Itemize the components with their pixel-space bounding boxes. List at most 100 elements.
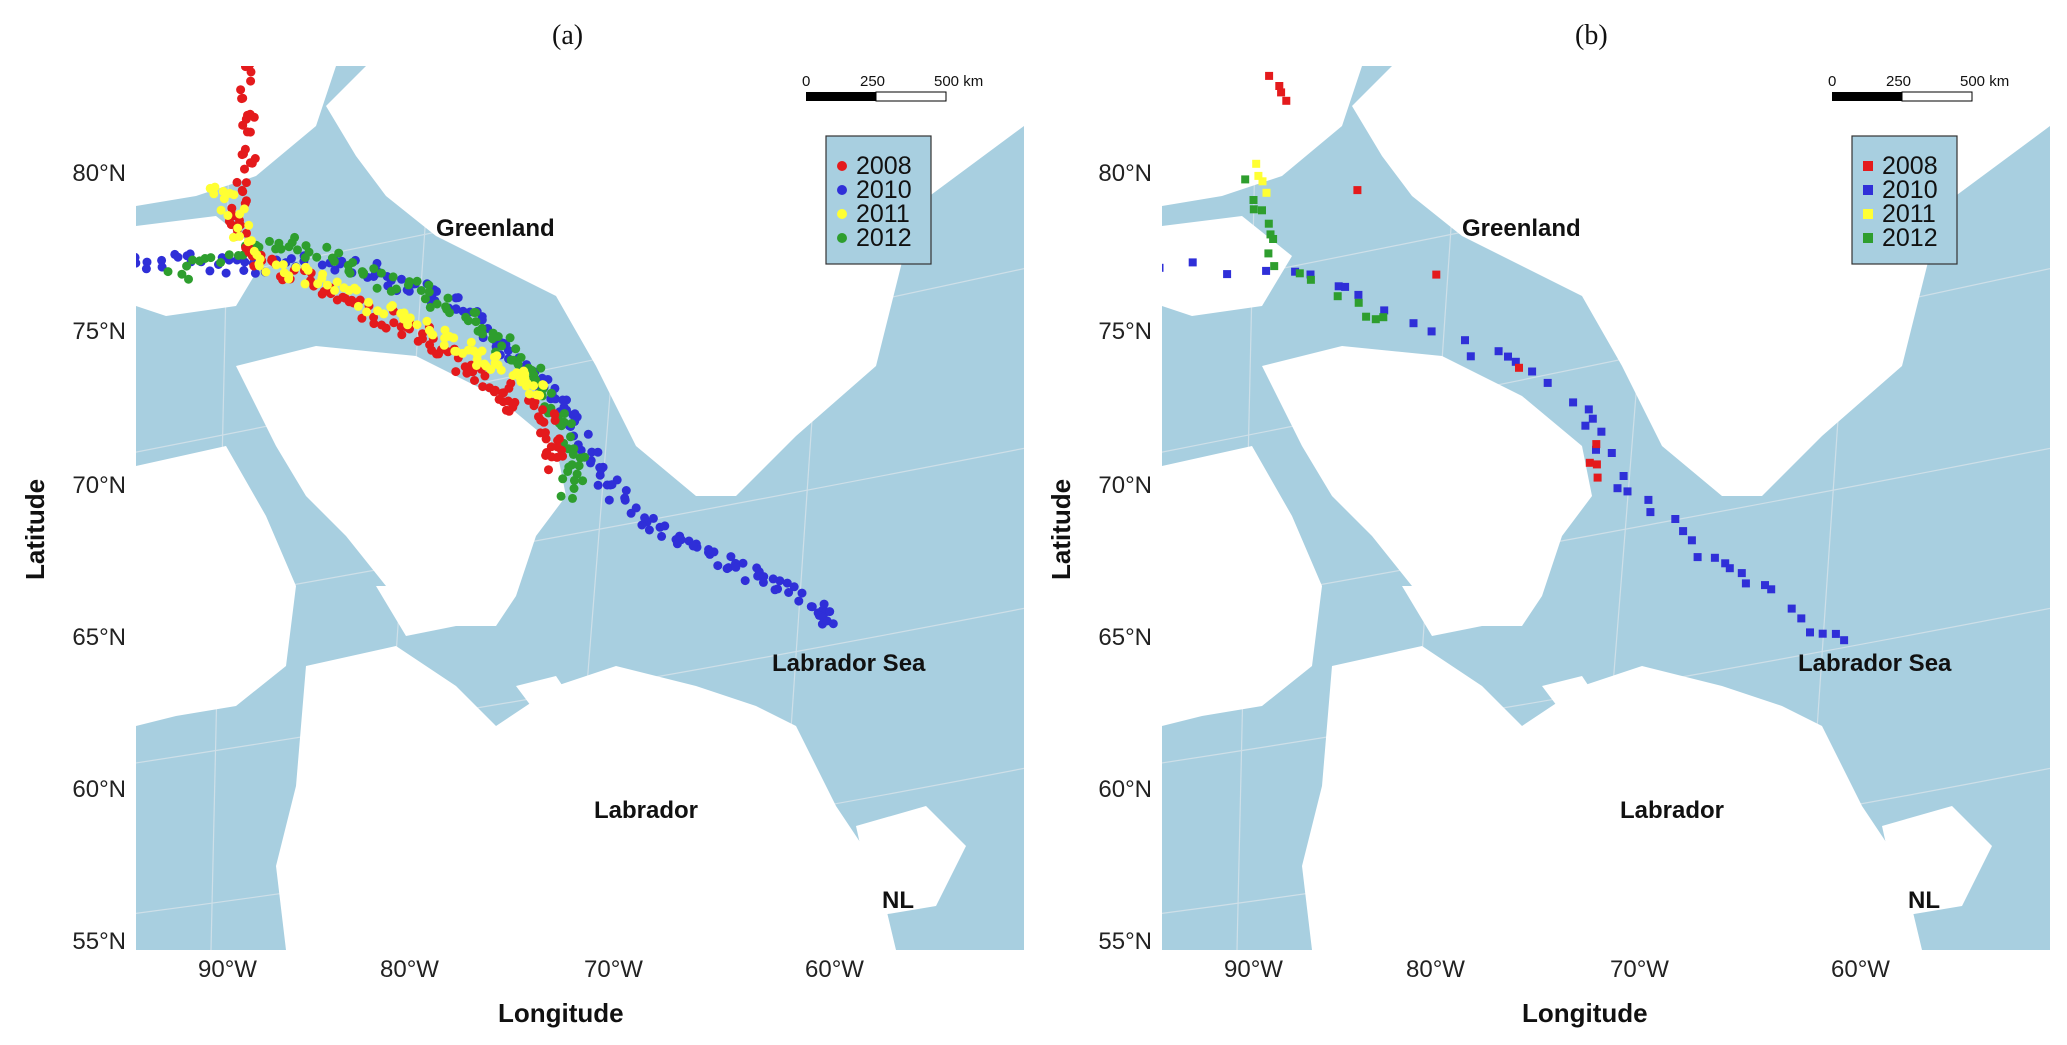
track-point-2010 [1623, 487, 1632, 496]
scale-label-0-a: 0 [802, 73, 810, 90]
track-point-2010 [558, 395, 568, 405]
track-point-2012 [1249, 205, 1258, 214]
track-point-2012 [569, 475, 579, 485]
track-point-2012 [516, 353, 526, 362]
track-point-2010 [240, 257, 250, 267]
track-point-2008 [470, 376, 479, 385]
track-point-2012 [391, 284, 401, 294]
track-point-2011 [254, 261, 264, 271]
track-point-2008 [529, 401, 539, 411]
track-point-2008 [357, 313, 367, 323]
track-point-2012 [471, 317, 481, 327]
track-point-2010 [704, 545, 714, 554]
ytick-b-75: 75°N [1098, 318, 1152, 345]
track-point-2011 [244, 220, 254, 230]
track-point-2011 [379, 309, 389, 319]
track-point-2011 [235, 231, 245, 241]
track-point-2011 [412, 320, 422, 330]
track-point-2008 [245, 127, 255, 137]
track-point-2008 [552, 442, 562, 452]
track-points-b [1162, 71, 1849, 645]
place-labrador-b: Labrador [1620, 797, 1724, 824]
ellesmere-land [1162, 66, 1362, 206]
track-point-2010 [797, 588, 807, 598]
track-point-2012 [293, 245, 302, 255]
track-point-2008 [1353, 186, 1362, 195]
track-point-2012 [1295, 269, 1304, 278]
legend-swatch-2010-b [1863, 185, 1873, 195]
track-point-2010 [1840, 636, 1849, 645]
track-point-2010 [330, 265, 340, 275]
track-point-2011 [1254, 171, 1263, 180]
track-point-2010 [1581, 421, 1590, 430]
track-point-2011 [364, 297, 373, 307]
track-point-2010 [239, 266, 249, 275]
ytick-a-70: 70°N [72, 472, 126, 499]
track-point-2012 [404, 277, 414, 287]
track-point-2010 [1613, 484, 1622, 493]
track-point-2011 [229, 190, 239, 200]
track-point-2011 [216, 205, 226, 215]
track-point-2012 [425, 302, 435, 312]
legend-swatch-2011-a [837, 209, 847, 219]
track-point-2012 [1249, 196, 1258, 204]
track-point-2010 [593, 447, 603, 457]
track-point-2012 [506, 355, 516, 365]
track-point-2010 [738, 558, 748, 568]
track-point-2012 [1333, 292, 1342, 301]
track-point-2011 [449, 333, 459, 343]
track-point-2008 [227, 203, 237, 213]
track-point-2008 [1593, 473, 1602, 482]
legend-label-2011-a: 2011 [856, 200, 910, 228]
track-point-2011 [239, 204, 249, 214]
legend-label-2010-a: 2010 [856, 176, 912, 204]
track-point-2012 [578, 476, 588, 486]
track-point-2011 [301, 262, 311, 272]
legend-b: 2008 2010 2011 2012 [1851, 135, 1958, 265]
track-point-2011 [362, 307, 372, 317]
track-point-2010 [672, 539, 682, 549]
track-point-2012 [369, 264, 379, 274]
track-point-2011 [422, 316, 432, 326]
track-point-2010 [1528, 367, 1537, 376]
place-greenland-b: Greenland [1462, 215, 1581, 242]
track-point-2010 [1797, 614, 1806, 623]
track-point-2011 [233, 223, 243, 233]
map-panel-b: Greenland Labrador Sea Labrador NL 0 250… [1162, 66, 2050, 950]
track-point-2012 [566, 419, 576, 429]
track-point-2010 [1741, 579, 1750, 588]
track-point-2008 [238, 120, 248, 130]
track-point-2010 [740, 576, 750, 586]
track-point-2011 [271, 260, 281, 270]
track-point-2008 [1515, 363, 1523, 372]
track-point-2010 [620, 495, 630, 505]
track-point-2008 [490, 385, 500, 395]
track-point-2010 [1619, 472, 1628, 480]
track-point-2008 [478, 382, 488, 392]
track-point-2011 [278, 260, 288, 270]
track-point-2010 [1721, 559, 1730, 568]
track-point-2008 [1592, 440, 1601, 449]
track-point-2010 [337, 256, 347, 266]
track-point-2012 [322, 242, 332, 252]
ytick-a-65: 65°N [72, 624, 126, 651]
track-point-2011 [332, 277, 342, 287]
track-point-2010 [221, 268, 231, 278]
legend-label-2010-b: 2010 [1882, 176, 1938, 204]
track-point-2010 [157, 255, 167, 265]
track-point-2012 [505, 333, 515, 343]
track-point-2012 [359, 268, 369, 278]
track-point-2011 [472, 361, 481, 370]
track-point-2010 [1687, 536, 1696, 545]
track-point-2012 [513, 360, 523, 369]
track-point-2008 [542, 448, 551, 458]
track-point-2011 [477, 346, 487, 356]
track-point-2010 [1725, 564, 1734, 573]
xtick-a-70: 70°W [584, 956, 643, 983]
xtick-b-60: 60°W [1831, 956, 1890, 983]
track-point-2011 [529, 381, 539, 391]
track-point-2008 [242, 228, 251, 238]
track-point-2008 [451, 367, 461, 377]
legend-swatch-2011-b [1863, 209, 1873, 219]
map-svg-a: Greenland Labrador Sea Labrador NL 0 250… [136, 66, 1024, 950]
